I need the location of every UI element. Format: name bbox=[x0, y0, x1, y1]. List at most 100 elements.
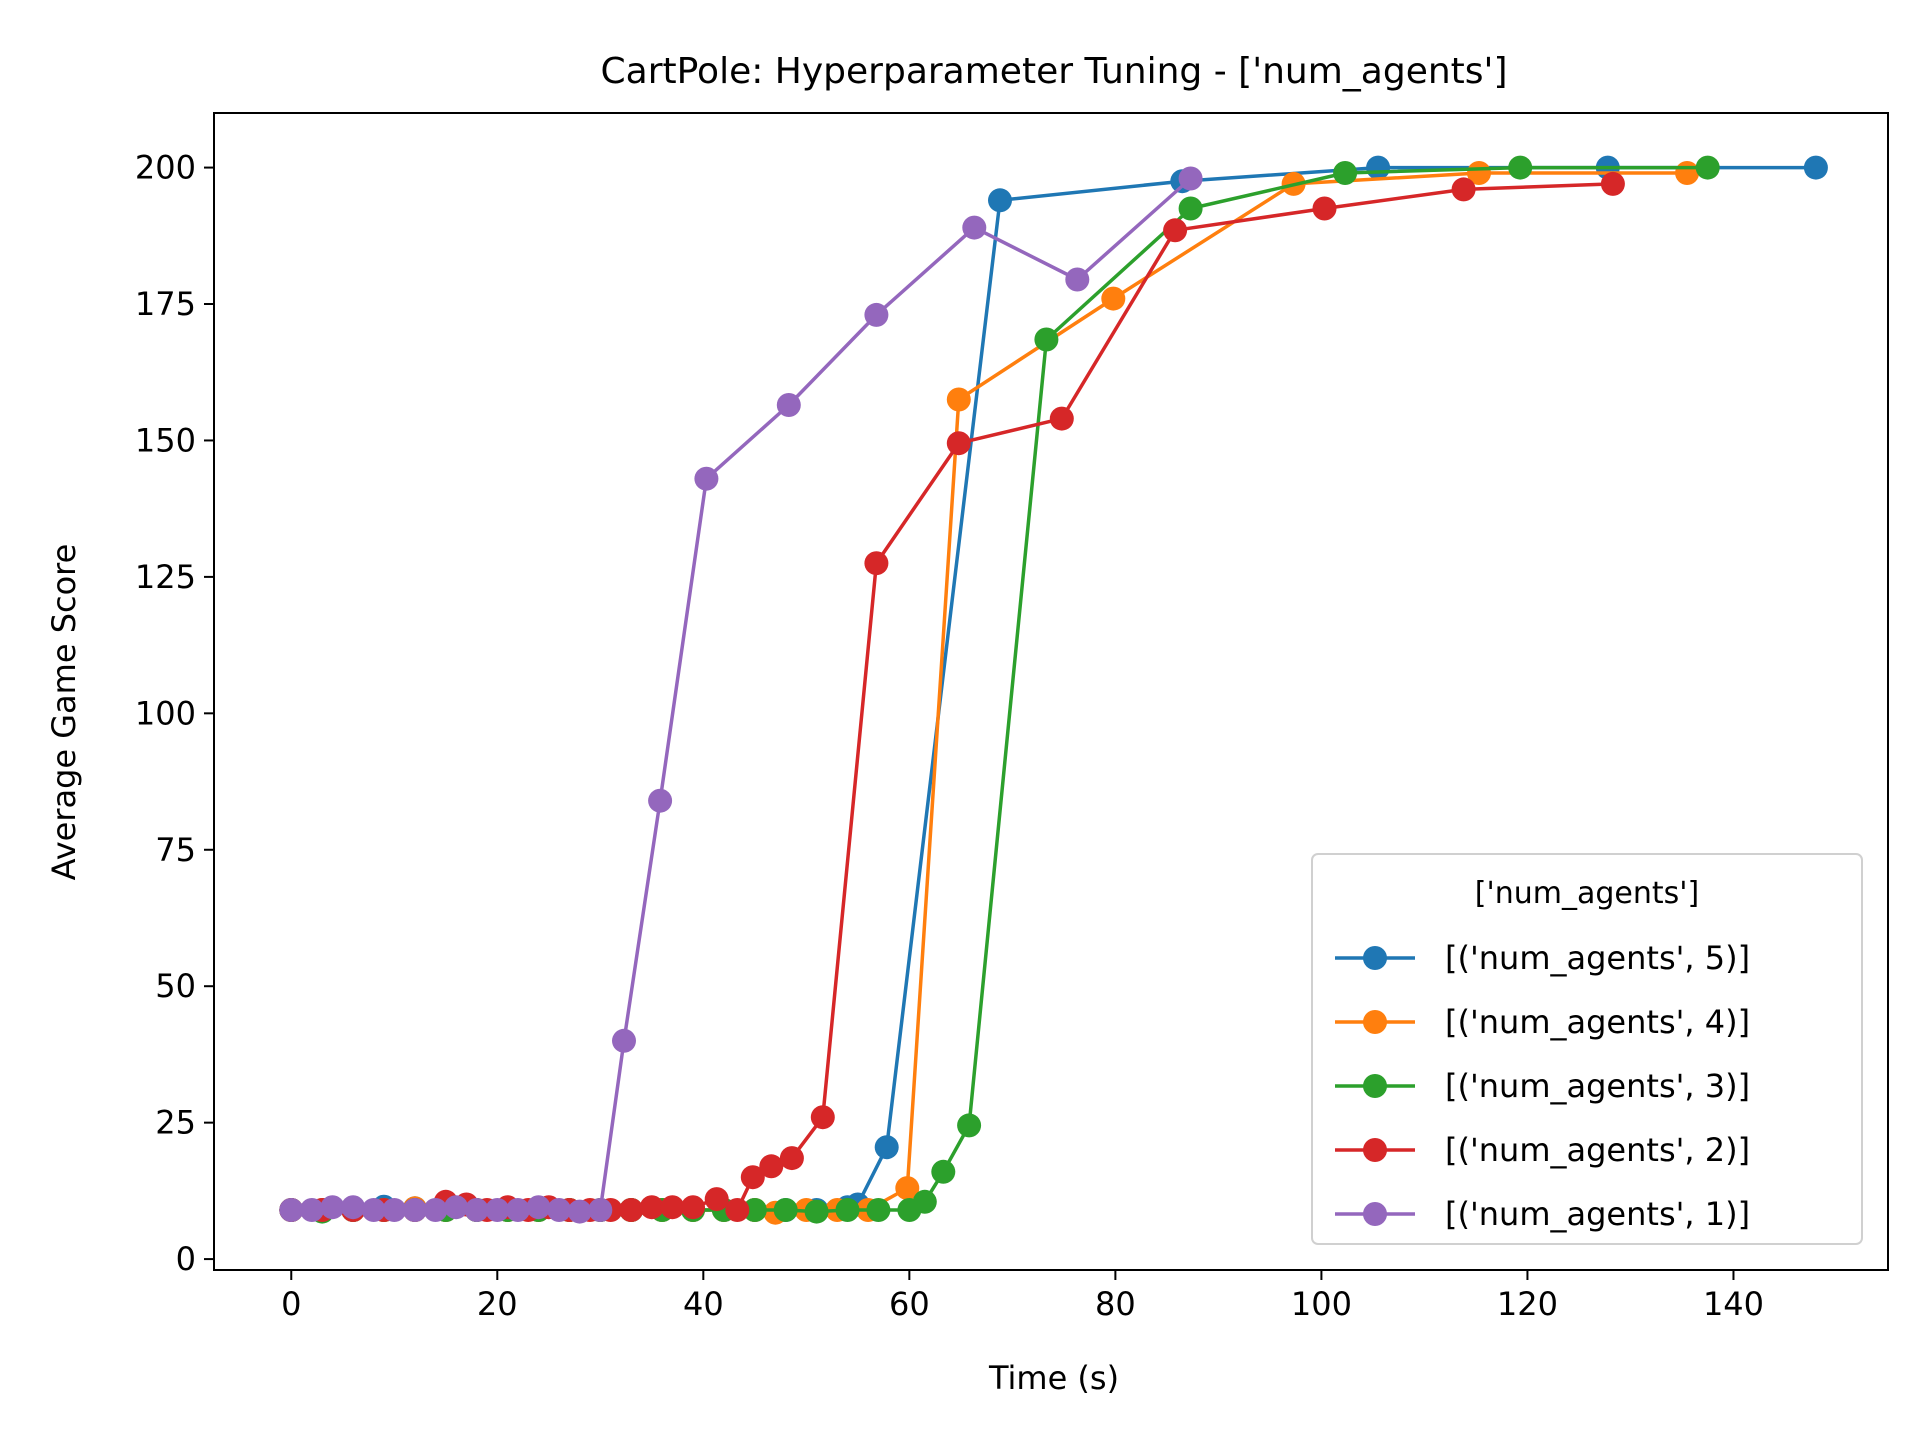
data-point bbox=[912, 1189, 937, 1214]
data-point bbox=[1451, 177, 1476, 202]
legend-marker bbox=[1363, 1138, 1387, 1162]
legend-label: [('num_agents', 3)] bbox=[1445, 1067, 1750, 1105]
x-tick-label: 120 bbox=[1497, 1285, 1558, 1323]
data-point bbox=[1366, 155, 1391, 180]
data-point bbox=[320, 1195, 345, 1220]
data-point bbox=[299, 1198, 324, 1222]
y-tick-label: 175 bbox=[135, 285, 196, 323]
data-point bbox=[681, 1195, 705, 1220]
data-point bbox=[612, 1028, 636, 1053]
legend-box bbox=[1311, 853, 1863, 1245]
plot-area: 0 20 40 60 80 100 120 140 0 25 50 75 100 125 150 175 200 bbox=[135, 112, 1889, 1323]
legend-marker bbox=[1363, 1074, 1387, 1098]
data-point bbox=[1508, 155, 1533, 180]
data-point bbox=[962, 215, 987, 240]
data-point bbox=[567, 1199, 592, 1224]
data-point bbox=[526, 1195, 551, 1220]
legend-entry: [('num_agents', 3)] bbox=[1335, 1067, 1750, 1105]
data-point bbox=[742, 1198, 767, 1222]
y-tick-label: 50 bbox=[155, 967, 196, 1005]
data-point bbox=[444, 1195, 469, 1220]
data-point bbox=[866, 1198, 891, 1222]
data-point bbox=[1101, 286, 1126, 311]
data-point bbox=[279, 1198, 304, 1222]
legend: ['num_agents'] [('num_agents', 5)] [('num… bbox=[1311, 853, 1863, 1245]
data-point bbox=[588, 1198, 613, 1222]
data-point bbox=[988, 188, 1012, 213]
x-axis-label: Time (s) bbox=[988, 1359, 1119, 1397]
legend-entry: [('num_agents', 4)] bbox=[1335, 1003, 1750, 1041]
y-axis-label: Average Game Score bbox=[45, 544, 83, 881]
x-tick-label: 40 bbox=[683, 1285, 724, 1323]
legend-label: [('num_agents', 4)] bbox=[1445, 1003, 1750, 1041]
legend-marker bbox=[1363, 1202, 1387, 1226]
data-point bbox=[1312, 196, 1337, 221]
data-point bbox=[547, 1198, 572, 1222]
x-tick-label: 20 bbox=[477, 1285, 518, 1323]
legend-marker bbox=[1363, 946, 1387, 970]
data-point bbox=[704, 1187, 729, 1212]
data-point bbox=[639, 1195, 664, 1220]
series-5 bbox=[279, 166, 1203, 1224]
data-point bbox=[1065, 267, 1090, 292]
data-point bbox=[804, 1199, 829, 1224]
data-point bbox=[895, 1176, 920, 1201]
y-tick-label: 0 bbox=[176, 1240, 196, 1278]
data-point bbox=[874, 1135, 899, 1160]
legend-entry: [('num_agents', 1)] bbox=[1335, 1195, 1750, 1233]
data-point bbox=[946, 387, 971, 412]
data-point bbox=[931, 1159, 956, 1184]
data-point bbox=[957, 1113, 982, 1138]
legend-entry: [('num_agents', 5)] bbox=[1335, 939, 1750, 977]
data-point bbox=[864, 302, 889, 327]
axes-frame bbox=[213, 112, 1889, 1271]
x-tick-label: 0 bbox=[281, 1285, 301, 1323]
data-point bbox=[725, 1198, 750, 1222]
data-point bbox=[740, 1165, 765, 1190]
legend-label: [('num_agents', 1)] bbox=[1445, 1195, 1750, 1233]
legend-entry: [('num_agents', 2)] bbox=[1335, 1131, 1750, 1169]
data-point bbox=[1695, 155, 1720, 180]
data-point bbox=[946, 431, 971, 456]
y-tick-label: 200 bbox=[135, 149, 196, 187]
legend-marker bbox=[1363, 1010, 1387, 1034]
data-point bbox=[1333, 161, 1358, 185]
data-point bbox=[423, 1198, 448, 1222]
data-point bbox=[1675, 161, 1700, 185]
data-point bbox=[864, 551, 889, 576]
legend-title: ['num_agents'] bbox=[1475, 876, 1699, 911]
data-point bbox=[1034, 327, 1059, 352]
x-tick-label: 140 bbox=[1703, 1285, 1764, 1323]
y-tick-label: 25 bbox=[155, 1104, 196, 1142]
data-point bbox=[694, 466, 719, 491]
data-point bbox=[1163, 218, 1188, 243]
data-point bbox=[776, 393, 801, 417]
x-tick-label: 100 bbox=[1291, 1285, 1352, 1323]
legend-label: [('num_agents', 2)] bbox=[1445, 1131, 1750, 1169]
data-point bbox=[485, 1198, 510, 1222]
data-point bbox=[402, 1198, 427, 1222]
data-point bbox=[361, 1198, 386, 1222]
x-tick-label: 80 bbox=[1095, 1285, 1136, 1323]
data-point bbox=[1178, 166, 1203, 191]
data-point bbox=[779, 1146, 804, 1171]
y-tick-label: 75 bbox=[155, 831, 196, 869]
data-point bbox=[1803, 155, 1828, 180]
data-point bbox=[1049, 406, 1074, 431]
data-point bbox=[382, 1198, 407, 1222]
data-point bbox=[464, 1198, 489, 1222]
data-point bbox=[835, 1198, 860, 1222]
legend-label: [('num_agents', 5)] bbox=[1445, 939, 1750, 977]
y-tick-label: 125 bbox=[135, 558, 196, 596]
y-tick-label: 150 bbox=[135, 421, 196, 459]
data-point bbox=[648, 788, 673, 813]
data-point bbox=[759, 1154, 784, 1179]
data-point bbox=[810, 1105, 835, 1130]
data-point bbox=[341, 1195, 366, 1220]
data-point bbox=[1600, 171, 1625, 196]
data-point bbox=[505, 1198, 530, 1222]
data-point bbox=[773, 1198, 798, 1222]
y-tick-label: 100 bbox=[135, 694, 196, 732]
data-point bbox=[619, 1198, 644, 1222]
